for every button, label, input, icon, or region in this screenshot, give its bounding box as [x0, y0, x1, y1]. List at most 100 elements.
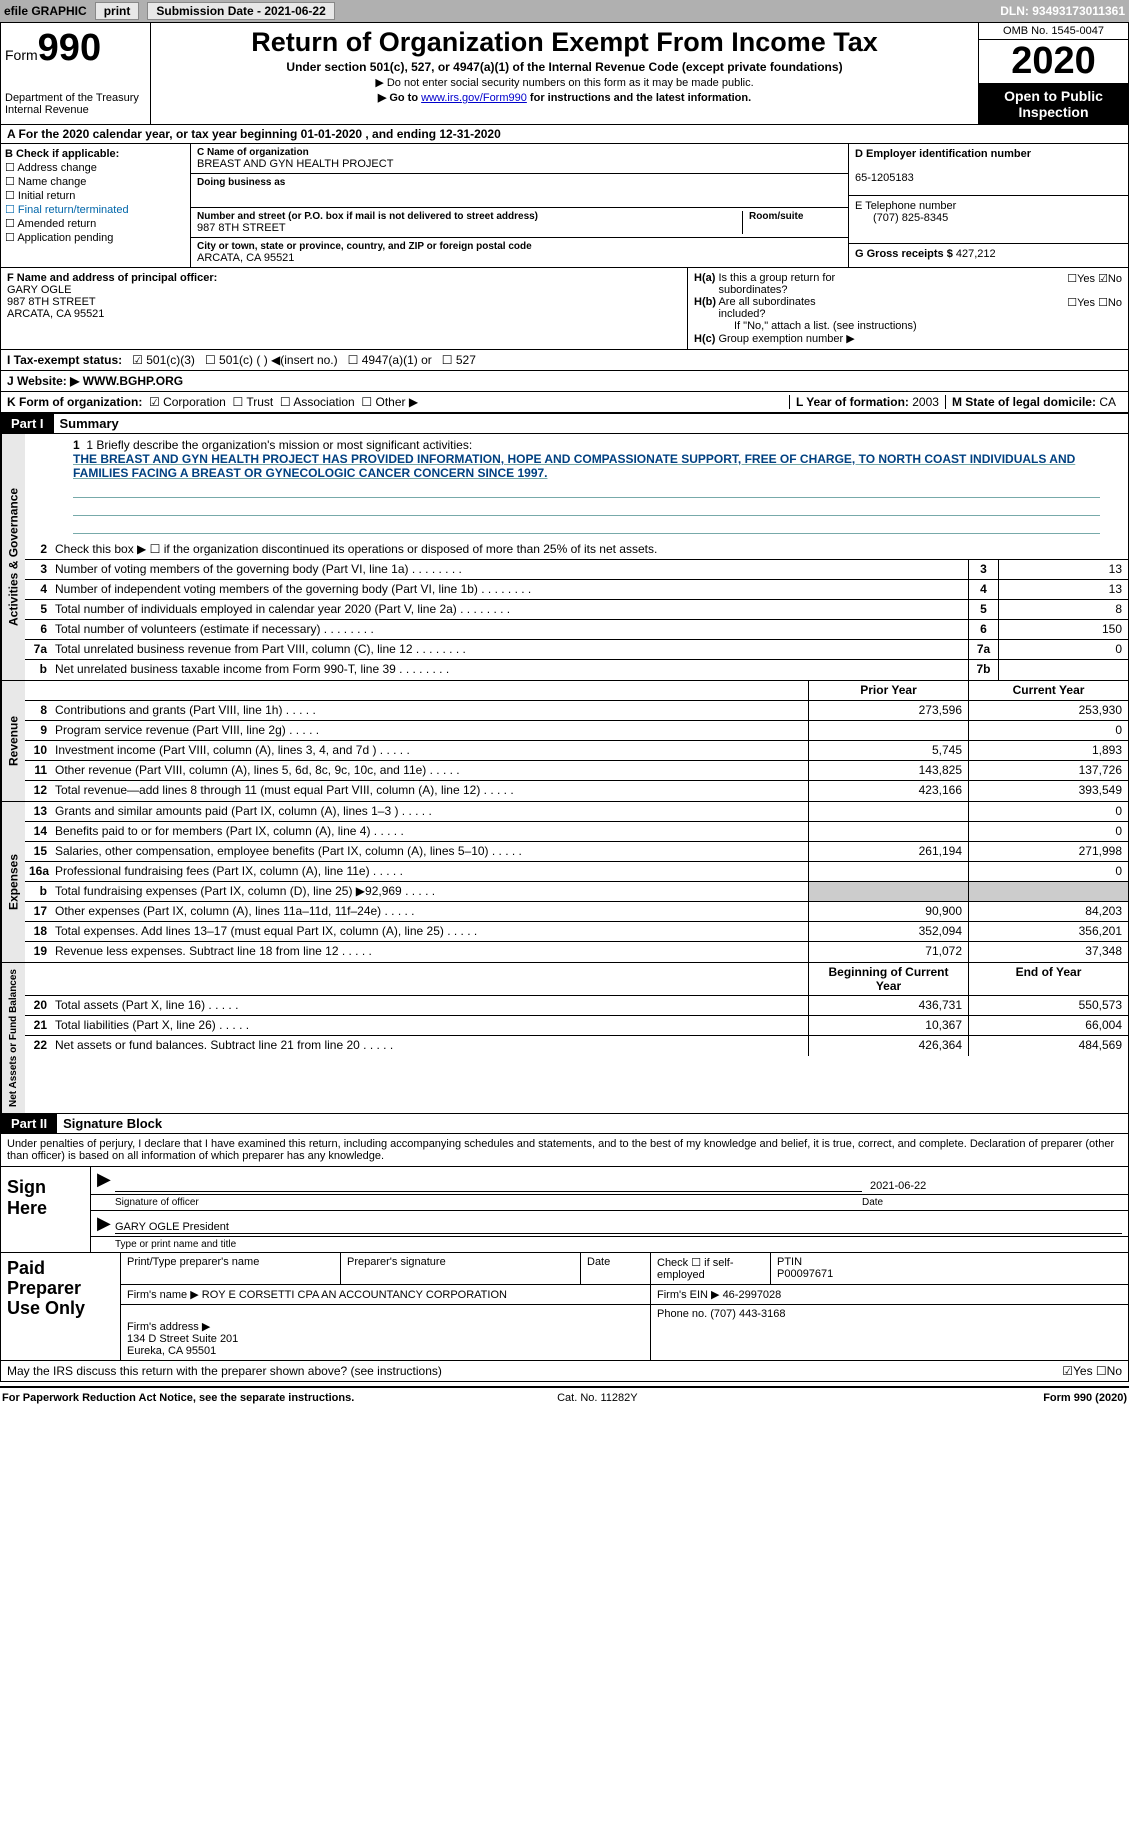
org-name: BREAST AND GYN HEALTH PROJECT — [197, 158, 842, 170]
chk-assoc[interactable]: ☐ Association — [280, 395, 355, 409]
col-m: M State of legal domicile: CA — [945, 395, 1122, 409]
chk-name[interactable]: ☐ Name change — [5, 175, 186, 188]
topbar: efile GRAPHIC print Submission Date - 20… — [0, 0, 1129, 22]
footer: For Paperwork Reduction Act Notice, see … — [0, 1386, 1129, 1408]
department: Department of the Treasury Internal Reve… — [5, 92, 146, 116]
ha-answer[interactable]: ☐Yes ☑No — [1067, 272, 1122, 296]
part2-header: Part II Signature Block — [0, 1114, 1129, 1134]
chk-pending[interactable]: ☐ Application pending — [5, 231, 186, 244]
row-f-h: F Name and address of principal officer:… — [0, 268, 1129, 350]
firm-address: 134 D Street Suite 201 Eureka, CA 95501 — [127, 1333, 238, 1357]
firm-name: ROY E CORSETTI CPA AN ACCOUNTANCY CORPOR… — [202, 1289, 507, 1301]
chk-initial[interactable]: ☐ Initial return — [5, 189, 186, 202]
chk-final[interactable]: ☐ Final return/terminated — [5, 203, 186, 216]
city-label: City or town, state or province, country… — [197, 241, 842, 252]
discuss-answer[interactable]: ☑Yes ☐No — [1062, 1364, 1122, 1378]
chk-501c[interactable]: ☐ 501(c) ( ) ◀(insert no.) — [205, 353, 338, 367]
data-line: 12Total revenue—add lines 8 through 11 (… — [25, 781, 1128, 801]
data-line: 11Other revenue (Part VIII, column (A), … — [25, 761, 1128, 781]
firm-label: Firm's name ▶ — [127, 1289, 199, 1301]
hb-answer[interactable]: ☐Yes ☐No — [1067, 296, 1122, 320]
col-b: B Check if applicable: ☐ Address change … — [1, 144, 191, 267]
col-f: F Name and address of principal officer:… — [1, 268, 688, 349]
data-line: 16aProfessional fundraising fees (Part I… — [25, 862, 1128, 882]
side-governance: Activities & Governance — [1, 434, 25, 680]
signature-declaration: Under penalties of perjury, I declare th… — [0, 1134, 1129, 1167]
chk-trust[interactable]: ☐ Trust — [232, 395, 273, 409]
sign-here-block: Sign Here ▶ 2021-06-22 Signature of offi… — [0, 1167, 1129, 1253]
sub2: ▶ Do not enter social security numbers o… — [159, 76, 970, 89]
gov-line: 7aTotal unrelated business revenue from … — [25, 640, 1128, 660]
name-title-label: Type or print name and title — [115, 1239, 236, 1250]
sub3: ▶ Go to www.irs.gov/Form990 for instruct… — [159, 91, 970, 104]
data-line: 20Total assets (Part X, line 16) . . . .… — [25, 996, 1128, 1016]
gross-receipts: 427,212 — [956, 248, 996, 260]
data-line: 17Other expenses (Part IX, column (A), l… — [25, 902, 1128, 922]
instructions-link[interactable]: www.irs.gov/Form990 — [421, 92, 527, 104]
ein: 65-1205183 — [855, 172, 914, 184]
part1-header: Part I Summary — [0, 413, 1129, 434]
rev-header: Prior Year Current Year — [25, 681, 1128, 701]
chk-address[interactable]: ☐ Address change — [5, 161, 186, 174]
data-line: 22Net assets or fund balances. Subtract … — [25, 1036, 1128, 1056]
chk-corp[interactable]: ☑ Corporation — [149, 395, 226, 409]
i-label: I Tax-exempt status: — [7, 353, 122, 367]
j-label: J Website: ▶ — [7, 374, 79, 388]
arrow-icon: ▶ — [97, 1169, 115, 1192]
sign-date: 2021-06-22 — [862, 1180, 1122, 1192]
data-line: 21Total liabilities (Part X, line 26) . … — [25, 1016, 1128, 1036]
row-j: J Website: ▶ WWW.BGHP.ORG — [0, 371, 1129, 392]
firm-addr-label: Firm's address ▶ — [127, 1321, 210, 1333]
arrow-icon: ▶ — [97, 1213, 115, 1234]
footer-left: For Paperwork Reduction Act Notice, see … — [2, 1392, 354, 1404]
block-b-to-g: B Check if applicable: ☐ Address change … — [0, 144, 1129, 268]
cat-no: Cat. No. 11282Y — [557, 1392, 638, 1404]
na-header: Beginning of Current Year End of Year — [25, 963, 1128, 996]
room-label: Room/suite — [749, 211, 842, 222]
chk-527[interactable]: ☐ 527 — [442, 353, 476, 367]
part1-title: Summary — [54, 414, 125, 433]
data-line: 8Contributions and grants (Part VIII, li… — [25, 701, 1128, 721]
city: ARCATA, CA 95521 — [197, 252, 842, 264]
sign-here-label: Sign Here — [1, 1167, 91, 1252]
k-label: K Form of organization: — [7, 395, 142, 409]
gov-line: 4Number of independent voting members of… — [25, 580, 1128, 600]
telephone: (707) 825-8345 — [855, 212, 948, 224]
f-label: F Name and address of principal officer: — [7, 272, 217, 284]
subtitle: Under section 501(c), 527, or 4947(a)(1)… — [159, 60, 970, 74]
prep-date-hdr: Date — [581, 1253, 651, 1284]
preparer-block: Paid Preparer Use Only Print/Type prepar… — [0, 1253, 1129, 1361]
summary-body: Activities & Governance 1 1 Briefly desc… — [0, 434, 1129, 1114]
data-line: 19Revenue less expenses. Subtract line 1… — [25, 942, 1128, 962]
col-l: L Year of formation: 2003 — [789, 395, 945, 409]
officer-name: GARY OGLE — [7, 284, 71, 296]
ptin-label: PTIN — [777, 1256, 1122, 1268]
data-line: 14Benefits paid to or for members (Part … — [25, 822, 1128, 842]
part1-hdr: Part I — [1, 414, 54, 433]
part2-hdr: Part II — [1, 1114, 57, 1133]
b-header: B Check if applicable: — [5, 148, 186, 160]
omb: OMB No. 1545-0047 — [979, 23, 1128, 40]
mission-text: THE BREAST AND GYN HEALTH PROJECT HAS PR… — [73, 452, 1100, 480]
form-title: Return of Organization Exempt From Incom… — [159, 27, 970, 58]
ptin: P00097671 — [777, 1268, 1122, 1280]
chk-4947[interactable]: ☐ 4947(a)(1) or — [348, 353, 432, 367]
preparer-label: Paid Preparer Use Only — [1, 1253, 121, 1360]
efile-label: efile GRAPHIC — [4, 4, 87, 18]
begin-year-hdr: Beginning of Current Year — [808, 963, 968, 995]
hb-note: If "No," attach a list. (see instruction… — [694, 320, 1122, 332]
row-i: I Tax-exempt status: ☑ 501(c)(3) ☐ 501(c… — [0, 350, 1129, 371]
prep-name-hdr: Print/Type preparer's name — [121, 1253, 341, 1284]
dln: DLN: 93493173011361 — [1000, 4, 1125, 18]
chk-501c3[interactable]: ☑ 501(c)(3) — [132, 353, 195, 367]
chk-amended[interactable]: ☐ Amended return — [5, 217, 186, 230]
prep-self-hdr: Check ☐ if self-employed — [651, 1253, 771, 1284]
print-button[interactable]: print — [95, 2, 140, 20]
col-h: H(a) Is this a group return for subordin… — [688, 268, 1128, 349]
chk-other[interactable]: ☐ Other ▶ — [361, 395, 418, 409]
dba-label: Doing business as — [197, 177, 842, 188]
tel-label: E Telephone number — [855, 200, 956, 212]
prep-sig-hdr: Preparer's signature — [341, 1253, 581, 1284]
ein-label: D Employer identification number — [855, 148, 1031, 160]
part2-title: Signature Block — [57, 1114, 168, 1133]
